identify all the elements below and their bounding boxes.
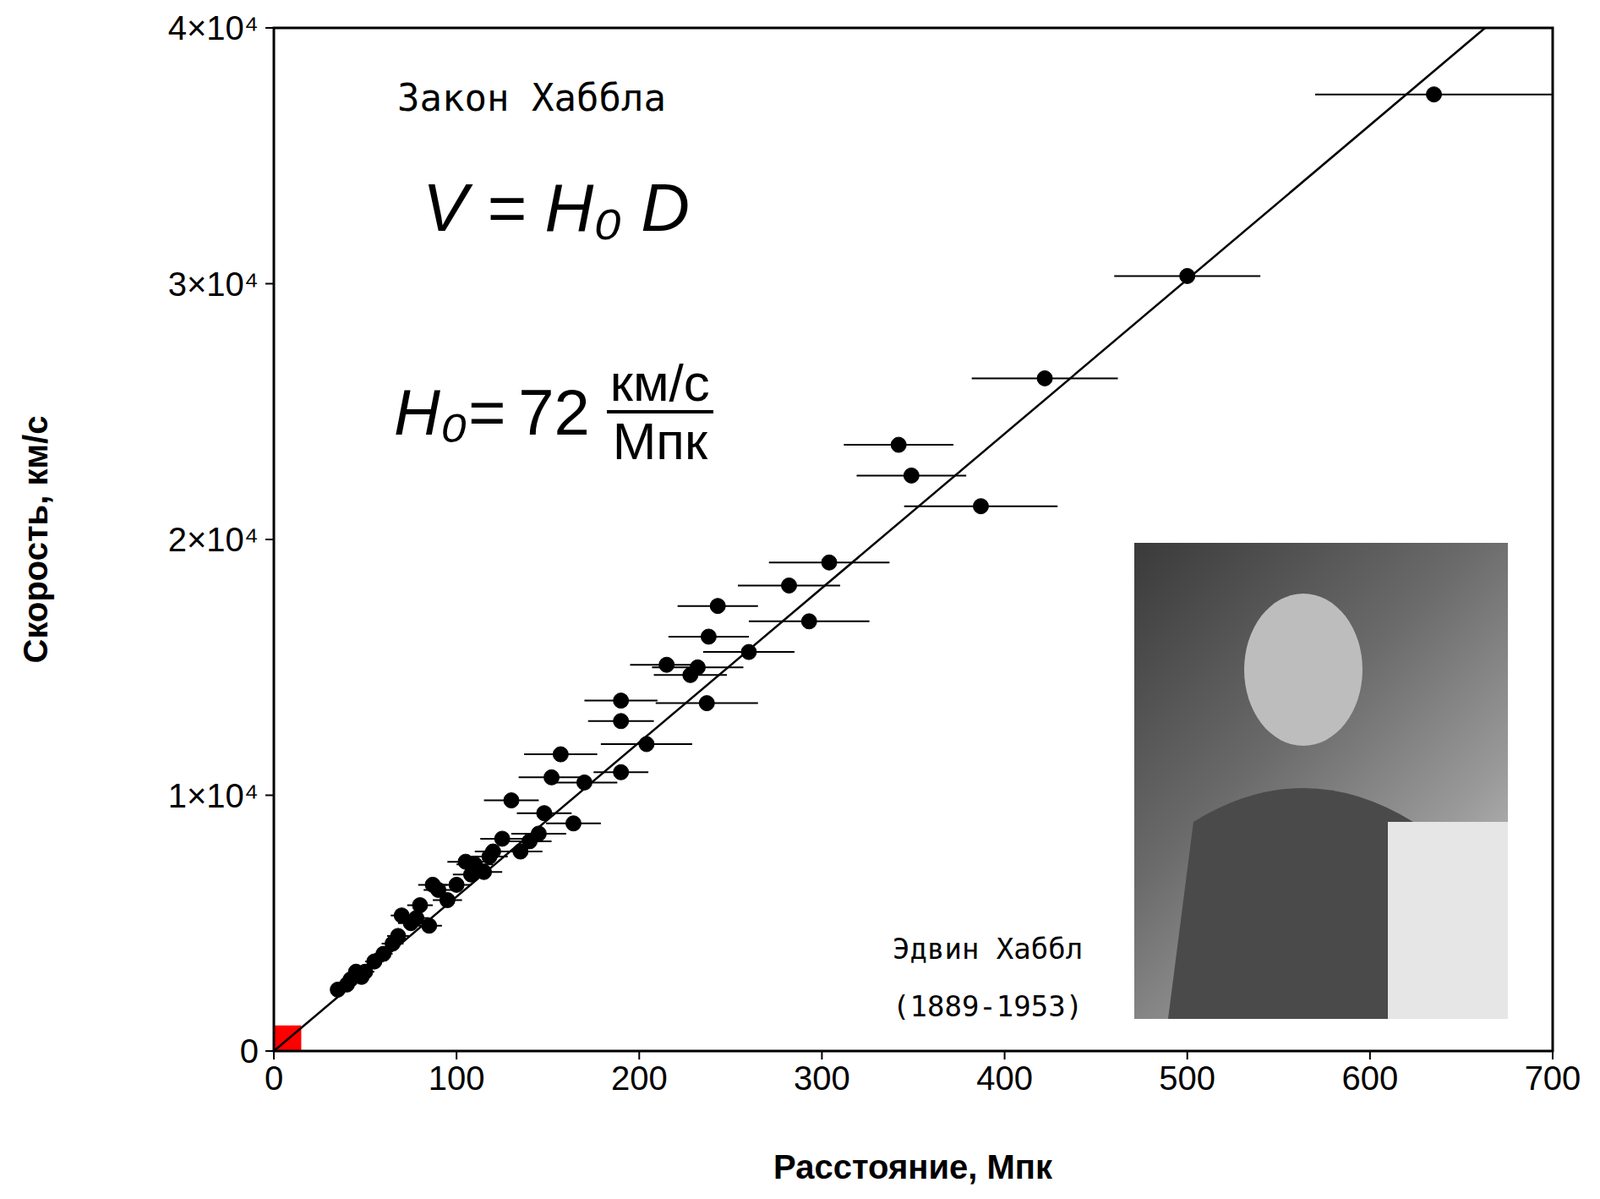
svg-text:600: 600 [1341, 1059, 1398, 1097]
svg-text:0: 0 [240, 1032, 259, 1070]
html-text:Закон Хаббла: Закон Хаббла [397, 76, 666, 120]
svg-text:0: 0 [264, 1059, 284, 1097]
svg-text:1×10⁴: 1×10⁴ [168, 776, 259, 814]
html-text:Скорость, км/с: Скорость, км/с [16, 415, 54, 663]
html-text:V = H₀ D: V = H₀ D [422, 169, 690, 246]
svg-text:400: 400 [976, 1059, 1033, 1097]
html-text:Эдвин Хаббл: Эдвин Хаббл [892, 931, 1083, 966]
svg-text:2×10⁴: 2×10⁴ [168, 520, 259, 558]
html-text:(1889-1953): (1889-1953) [892, 988, 1083, 1023]
html-text:H₀= 72 км/с: H₀= 72 км/с [393, 353, 710, 448]
svg-text:100: 100 [428, 1059, 486, 1097]
html-text:Мпк: Мпк [612, 411, 708, 471]
svg-text:700: 700 [1524, 1059, 1582, 1097]
svg-text:300: 300 [793, 1059, 851, 1097]
svg-text:500: 500 [1158, 1059, 1216, 1097]
svg-text:200: 200 [611, 1059, 668, 1097]
html-text:Расстояние, Мпк: Расстояние, Мпк [773, 1147, 1053, 1185]
svg-text:3×10⁴: 3×10⁴ [168, 265, 259, 303]
svg-text:4×10⁴: 4×10⁴ [168, 9, 259, 47]
